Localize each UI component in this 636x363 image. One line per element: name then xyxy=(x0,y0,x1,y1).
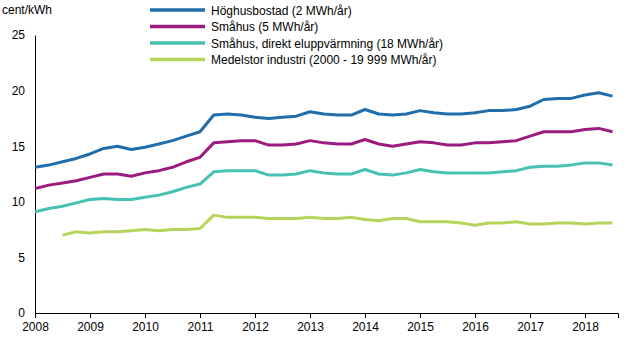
x-tick-mark xyxy=(200,313,201,318)
x-tick-mark xyxy=(90,313,91,318)
x-tick-mark xyxy=(585,313,586,318)
x-tick-label: 2012 xyxy=(242,320,269,334)
y-tick-label: 0 xyxy=(18,306,25,320)
legend-label: Småhus, direkt eluppvärmning (18 MWh/år) xyxy=(211,37,443,51)
x-tick: 2016 xyxy=(462,313,489,334)
x-tick: 2009 xyxy=(77,313,104,334)
y-tick-label: 10 xyxy=(12,195,26,209)
y-tick: 25 xyxy=(12,28,35,42)
x-tick-mark xyxy=(35,313,36,318)
x-tick-label: 2015 xyxy=(407,320,434,334)
legend-item: Medelstor industri (2000 - 19 999 MWh/år… xyxy=(150,53,436,67)
x-tick: 2008 xyxy=(22,313,49,334)
x-tick: 2012 xyxy=(242,313,269,334)
x-tick: 2018 xyxy=(572,313,599,334)
x-tick: 2015 xyxy=(407,313,434,334)
lines xyxy=(35,93,613,235)
y-tick-label: 25 xyxy=(12,28,26,42)
x-tick-mark xyxy=(255,313,256,318)
chart: 0510152025200820092010201120122013201420… xyxy=(0,0,636,363)
y-axis-line xyxy=(35,36,36,314)
x-tick-mark xyxy=(145,313,146,318)
x-tick-mark xyxy=(420,313,421,318)
x-tick-label: 2010 xyxy=(132,320,159,334)
y-tick-label: 5 xyxy=(18,251,25,265)
y-tick: 10 xyxy=(12,195,35,209)
y-axis: 0 5 10 15 20 25 xyxy=(12,28,36,320)
x-tick-label: 2014 xyxy=(352,320,379,334)
series-line xyxy=(63,215,613,235)
y-tick: 20 xyxy=(12,84,35,98)
x-tick-label: 2009 xyxy=(77,320,104,334)
y-axis-title: cent/kWh xyxy=(2,3,52,17)
y-tick-label: 20 xyxy=(12,84,26,98)
x-tick-mark xyxy=(365,313,366,318)
legend-swatch xyxy=(150,8,205,12)
plot: 0510152025200820092010201120122013201420… xyxy=(12,28,619,333)
x-tick: 2011 xyxy=(188,313,214,334)
x-tick-label: 2013 xyxy=(297,320,324,334)
y-tick: 0 xyxy=(18,306,35,320)
y-tick: 15 xyxy=(12,140,35,154)
legend-swatch xyxy=(150,58,205,62)
legend-item: Småhus, direkt eluppvärmning (18 MWh/år) xyxy=(150,37,443,51)
x-axis-line xyxy=(36,314,619,319)
x-tick: 2014 xyxy=(352,313,379,334)
x-tick-mark xyxy=(475,313,476,318)
y-tick: 5 xyxy=(18,251,35,265)
x-tick-label: 2008 xyxy=(22,320,49,334)
x-tick-label: 2016 xyxy=(462,320,489,334)
x-tick: 2017 xyxy=(517,313,544,334)
series-line xyxy=(35,128,613,188)
series-line xyxy=(35,163,613,212)
legend-label: Höghusbostad (2 MWh/år) xyxy=(211,4,352,18)
x-tick: 2013 xyxy=(297,313,324,334)
x-tick-mark xyxy=(530,313,531,318)
legend-item: Småhus (5 MWh/år) xyxy=(150,20,318,34)
legend-swatch xyxy=(150,25,205,29)
x-tick: 2010 xyxy=(132,313,159,334)
x-tick-mark xyxy=(310,313,311,318)
x-tick-label: 2018 xyxy=(572,320,599,334)
x-tick-label: 2017 xyxy=(517,320,544,334)
legend-label: Medelstor industri (2000 - 19 999 MWh/år… xyxy=(211,53,436,67)
series-line xyxy=(35,93,613,168)
legend-label: Småhus (5 MWh/år) xyxy=(211,20,318,34)
x-axis: 2008 2009 2010 2011 2012 2013 2014 2015 2016 2017… xyxy=(22,313,618,334)
legend: Höghusbostad (2 MWh/år) Småhus (5 MWh/år)… xyxy=(150,4,443,68)
legend-item: Höghusbostad (2 MWh/år) xyxy=(150,4,352,18)
legend-swatch xyxy=(150,41,205,45)
y-tick-label: 15 xyxy=(12,140,26,154)
x-tick-label: 2011 xyxy=(188,320,214,334)
